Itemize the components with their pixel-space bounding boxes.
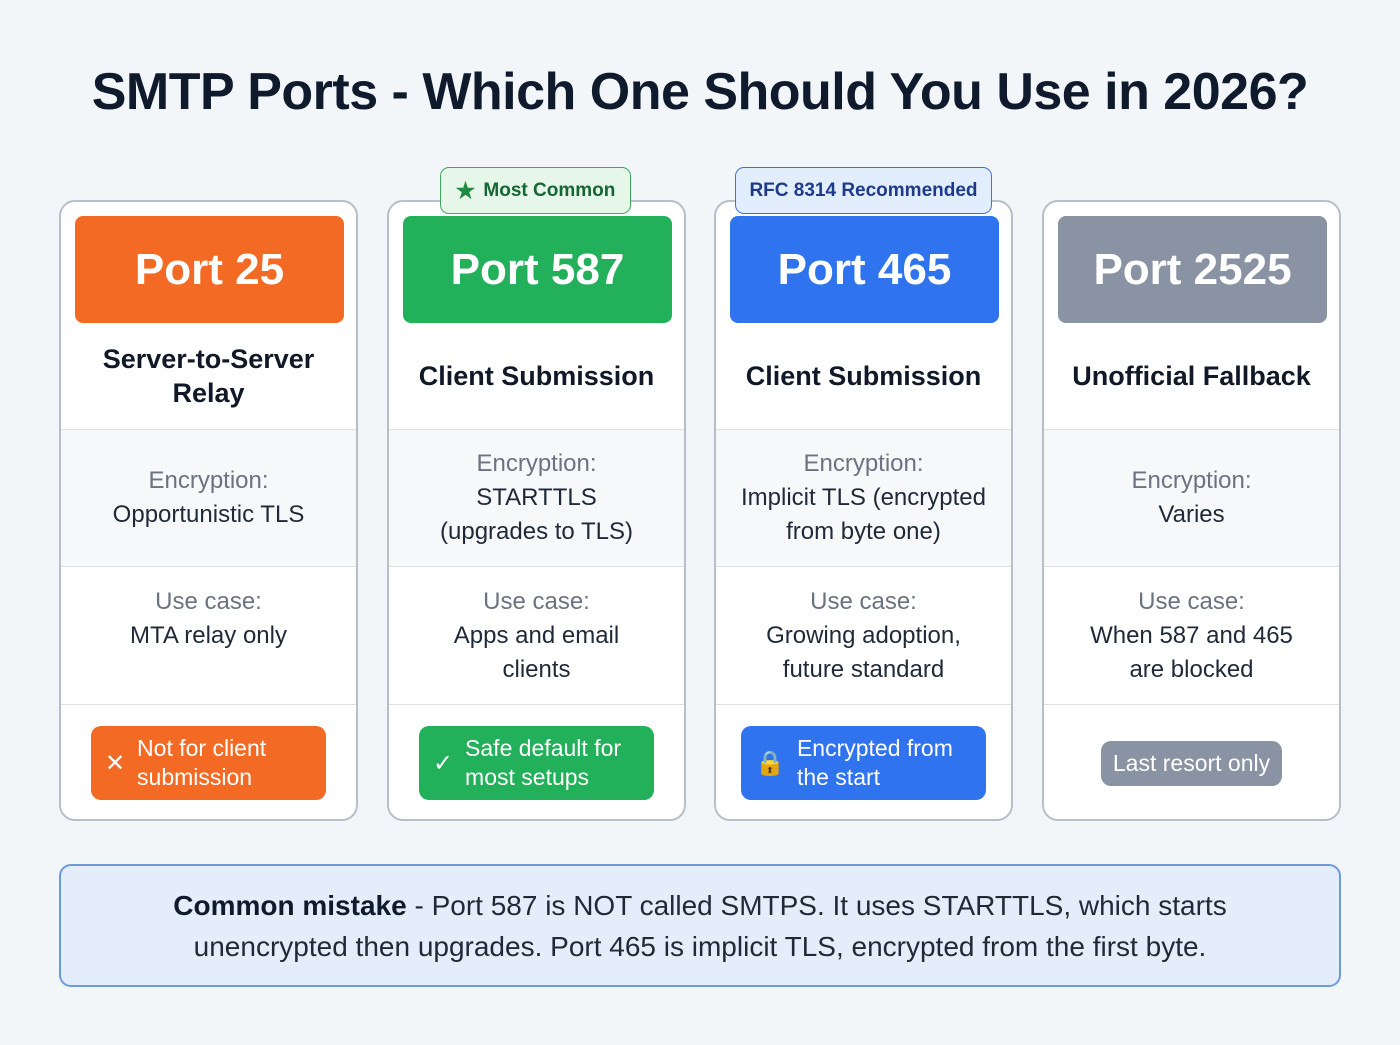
badge-section: 🔒 Encrypted from the start <box>716 704 1011 821</box>
use-case-label: Use case: <box>155 588 262 615</box>
encryption-value: Implicit TLS (encrypted from byte one) <box>741 484 986 545</box>
note-bold: Common mistake <box>173 889 407 921</box>
port-card: Port 587 Client Submission Encryption: ST… <box>387 200 686 821</box>
encryption-label: Encryption: <box>1131 467 1252 494</box>
encryption-section: Encryption: Opportunistic TLS <box>61 429 356 566</box>
tag-label: RFC 8314 Recommended <box>749 179 978 201</box>
use-case-section: Use case: Apps and email clients <box>389 566 684 704</box>
port-card: Port 2525 Unofficial Fallback Encryption… <box>1042 200 1341 821</box>
encryption-section: Encryption: Varies <box>1044 429 1339 566</box>
encryption-label: Encryption: <box>476 450 597 477</box>
use-case-value: Growing adoption, future standard <box>766 622 961 683</box>
use-case-label: Use case: <box>1138 588 1245 615</box>
encryption-label: Encryption: <box>803 450 924 477</box>
card-tag: RFC 8314 Recommended <box>735 167 992 214</box>
badge-section: ✕ Not for client submission <box>61 704 356 821</box>
port-header: Port 587 <box>403 216 672 323</box>
note-text: - Port 587 is NOT called SMTPS. It uses … <box>193 889 1227 962</box>
use-case-label: Use case: <box>810 588 917 615</box>
verdict-text: Not for client submission <box>137 735 267 790</box>
port-card: Port 25 Server-to-Server Relay Encryptio… <box>59 200 358 821</box>
use-case-value: MTA relay only <box>130 622 287 649</box>
star-icon: ★ <box>455 177 476 203</box>
encryption-section: Encryption: STARTTLS (upgrades to TLS) <box>389 429 684 566</box>
port-header: Port 2525 <box>1058 216 1327 323</box>
verdict-text: Safe default for most setups <box>465 735 622 790</box>
verdict-badge: ✓ Safe default for most setups <box>418 726 655 800</box>
encryption-value: Varies <box>1158 501 1225 528</box>
tag-label: Most Common <box>483 179 616 201</box>
port-subtitle: Server-to-Server Relay <box>102 344 315 408</box>
port-subtitle: Unofficial Fallback <box>1072 361 1311 391</box>
verdict-badge: ✕ Not for client submission <box>90 726 327 800</box>
port-subtitle: Client Submission <box>418 361 655 391</box>
use-case-section: Use case: When 587 and 465 are blocked <box>1044 566 1339 704</box>
use-case-section: Use case: Growing adoption, future standa… <box>716 566 1011 704</box>
port-header: Port 465 <box>730 216 999 323</box>
card-tag: ★ Most Common <box>440 167 631 214</box>
encryption-section: Encryption: Implicit TLS (encrypted from … <box>716 429 1011 566</box>
port-subtitle: Client Submission <box>745 361 982 391</box>
lock-icon: 🔒 <box>755 749 785 777</box>
verdict-badge: 🔒 Encrypted from the start <box>741 726 986 800</box>
badge-section: Last resort only <box>1044 704 1339 821</box>
check-icon: ✓ <box>432 749 454 777</box>
use-case-section: Use case: MTA relay only <box>61 566 356 704</box>
verdict-text: Encrypted from the start <box>796 735 953 790</box>
badge-section: ✓ Safe default for most setups <box>389 704 684 821</box>
x-icon: ✕ <box>104 749 126 777</box>
encryption-value: Opportunistic TLS <box>112 501 305 528</box>
port-header: Port 25 <box>75 216 344 323</box>
page-title: SMTP Ports - Which One Should You Use in… <box>91 63 1309 121</box>
verdict-badge: Last resort only <box>1100 740 1283 786</box>
encryption-label: Encryption: <box>148 467 269 494</box>
common-mistake-note: Common mistake - Port 587 is NOT called … <box>59 864 1341 987</box>
encryption-value: STARTTLS (upgrades to TLS) <box>440 484 633 545</box>
verdict-text: Last resort only <box>1112 749 1271 776</box>
use-case-label: Use case: <box>483 588 590 615</box>
port-card: Port 465 Client Submission Encryption: Im… <box>714 200 1013 821</box>
use-case-value: When 587 and 465 are blocked <box>1090 622 1293 683</box>
use-case-value: Apps and email clients <box>453 622 620 683</box>
